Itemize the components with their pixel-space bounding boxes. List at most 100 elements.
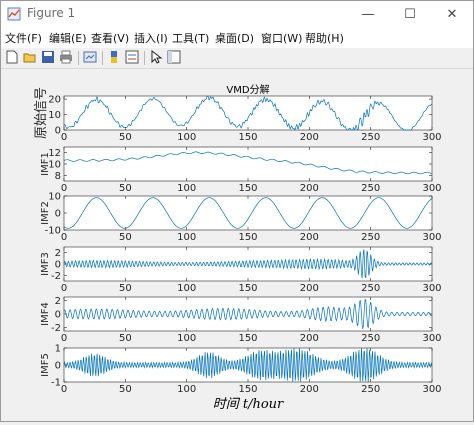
x-tick-label: 50 xyxy=(119,132,132,143)
menu-file[interactable]: 文件(F) xyxy=(5,32,42,45)
x-tick-label: 300 xyxy=(422,283,441,294)
matlab-figure-icon xyxy=(7,7,21,21)
x-tick-label: 50 xyxy=(119,232,132,243)
y-axis-label: IMF4 xyxy=(40,302,51,326)
x-tick-label: 100 xyxy=(177,384,196,395)
y-tick-label: 10 xyxy=(48,110,61,121)
x-tick-label: 200 xyxy=(300,283,319,294)
y-tick-label: 10 xyxy=(48,160,61,171)
x-tick-label: 250 xyxy=(361,232,380,243)
y-axis-label: IMF3 xyxy=(40,252,51,276)
y-tick-label: -2 xyxy=(51,271,61,282)
menu-edit[interactable]: 编辑(E) xyxy=(49,32,87,45)
plot-area xyxy=(63,146,433,182)
figure-canvas: 0 50 100 150 200 250 300 0 10 20 原始信号 VMD分解 0 50 100 15… xyxy=(2,69,473,421)
title-bar: Figure 1 — ☐ ✕ xyxy=(1,1,473,28)
window-title: Figure 1 xyxy=(27,6,76,20)
insert-colorbar-icon[interactable] xyxy=(107,50,121,64)
series-line xyxy=(63,249,433,279)
x-tick-label: 50 xyxy=(119,283,132,294)
x-tick-label: 150 xyxy=(238,283,257,294)
close-button[interactable]: ✕ xyxy=(446,7,458,22)
new-figure-icon[interactable] xyxy=(5,50,19,64)
menu-desktop[interactable]: 桌面(D) xyxy=(215,32,255,45)
x-tick-label: 300 xyxy=(422,384,441,395)
save-icon[interactable] xyxy=(41,50,55,64)
menu-window[interactable]: 窗口(W) xyxy=(261,32,303,45)
plot-area xyxy=(63,95,433,131)
y-axis-label: IMF5 xyxy=(40,353,51,377)
x-tick-label: 250 xyxy=(361,183,380,194)
y-tick-label: -2 xyxy=(51,323,61,334)
series-line xyxy=(63,298,433,330)
print-icon[interactable] xyxy=(59,50,73,64)
x-tick-label: 300 xyxy=(422,132,441,143)
x-tick-label: 0 xyxy=(61,232,67,243)
x-tick-label: 200 xyxy=(300,384,319,395)
chart-title: VMD分解 xyxy=(226,83,269,96)
x-tick-label: 150 xyxy=(238,232,257,243)
x-tick-label: 300 xyxy=(422,333,441,344)
maximize-button[interactable]: ☐ xyxy=(404,7,416,22)
x-tick-label: 250 xyxy=(361,384,380,395)
menu-tools[interactable]: 工具(T) xyxy=(172,32,210,45)
x-tick-label: 100 xyxy=(177,132,196,143)
x-tick-label: 100 xyxy=(177,183,196,194)
insert-legend-icon[interactable] xyxy=(125,50,139,64)
y-tick-label: -1 xyxy=(51,378,61,389)
toolbar-separator xyxy=(102,51,103,65)
open-icon[interactable] xyxy=(23,50,37,64)
plot-area xyxy=(63,195,433,231)
x-axis-label: 时间 t/hour xyxy=(213,397,284,412)
series-line xyxy=(63,347,432,383)
x-tick-label: 0 xyxy=(61,384,67,395)
y-tick-label: 0 xyxy=(55,260,61,271)
x-tick-label: 200 xyxy=(300,183,319,194)
y-axis-label: IMF2 xyxy=(40,201,51,225)
minimize-button[interactable]: — xyxy=(361,7,375,22)
x-tick-label: 200 xyxy=(300,232,319,243)
x-tick-label: 50 xyxy=(119,183,132,194)
x-tick-label: 0 xyxy=(61,132,67,143)
plot-tools-icon[interactable] xyxy=(167,50,181,64)
menu-help[interactable]: 帮助(H) xyxy=(305,32,344,45)
y-tick-label: -10 xyxy=(45,226,61,237)
toolbar-separator xyxy=(78,51,79,65)
y-tick-label: 2 xyxy=(55,296,61,307)
x-tick-label: 200 xyxy=(300,132,319,143)
x-tick-label: 50 xyxy=(119,384,132,395)
y-tick-label: 0 xyxy=(55,209,61,220)
x-tick-label: 0 xyxy=(61,333,67,344)
series-line xyxy=(63,151,433,175)
y-tick-label: 8 xyxy=(55,171,61,182)
y-tick-label: 0 xyxy=(55,310,61,321)
link-plot-icon[interactable] xyxy=(83,50,97,64)
x-tick-label: 300 xyxy=(422,183,441,194)
x-tick-label: 100 xyxy=(177,232,196,243)
x-tick-label: 0 xyxy=(61,183,67,194)
y-tick-label: 2 xyxy=(55,248,61,259)
x-tick-label: 50 xyxy=(119,333,132,344)
x-tick-label: 300 xyxy=(422,232,441,243)
x-tick-label: 200 xyxy=(300,333,319,344)
menu-view[interactable]: 查看(V) xyxy=(91,32,130,45)
menu-insert[interactable]: 插入(I) xyxy=(134,32,168,45)
x-tick-label: 0 xyxy=(61,283,67,294)
toolbar-separator xyxy=(144,51,145,65)
y-tick-label: 12 xyxy=(48,148,61,159)
pointer-icon[interactable] xyxy=(149,50,163,64)
x-tick-label: 150 xyxy=(238,384,257,395)
x-tick-label: 100 xyxy=(177,283,196,294)
x-tick-label: 150 xyxy=(238,183,257,194)
y-axis-label: IMF1 xyxy=(40,152,51,176)
y-tick-label: 1 xyxy=(55,344,61,355)
x-tick-label: 250 xyxy=(361,132,380,143)
y-tick-label: 20 xyxy=(48,95,61,106)
y-axis-label: 原始信号 xyxy=(34,87,49,139)
y-tick-label: 10 xyxy=(48,192,61,203)
menu-bar: 文件(F) 编辑(E) 查看(V) 插入(I) 工具(T) 桌面(D) 窗口(W… xyxy=(1,28,473,48)
y-tick-label: 0 xyxy=(55,126,61,137)
x-tick-label: 150 xyxy=(238,333,257,344)
